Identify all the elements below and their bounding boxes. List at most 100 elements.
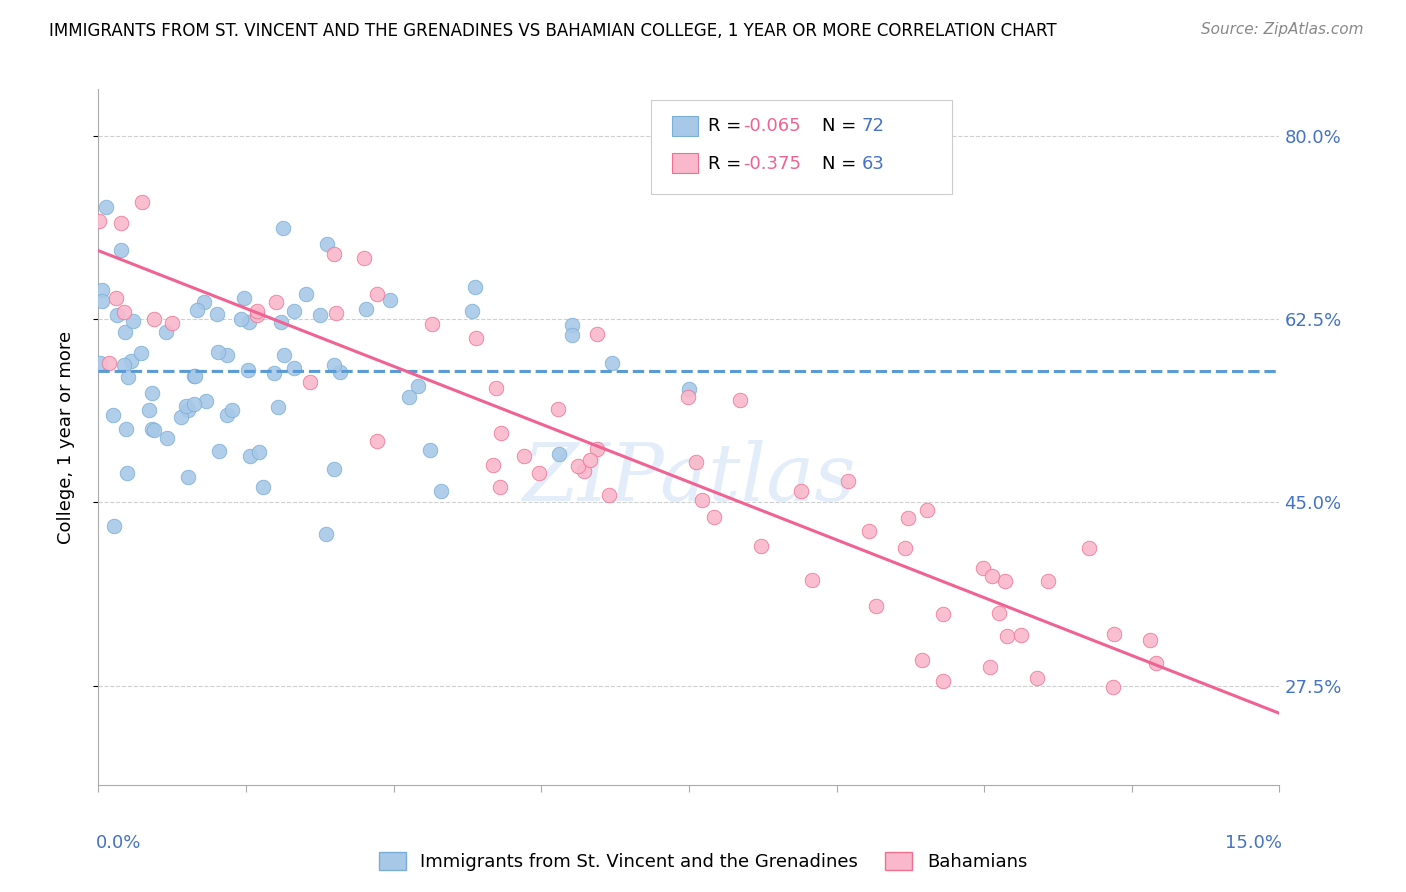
Point xyxy=(489,426,512,441)
Point xyxy=(221,403,243,417)
Point xyxy=(730,392,752,407)
Point xyxy=(174,399,197,413)
Point xyxy=(489,480,512,494)
Point xyxy=(1010,628,1032,642)
Text: N =: N = xyxy=(823,117,862,135)
Point xyxy=(122,314,145,328)
Point xyxy=(194,394,217,409)
Point xyxy=(561,318,583,332)
Point xyxy=(283,361,305,376)
Point xyxy=(325,306,347,320)
Point xyxy=(460,304,482,318)
Y-axis label: College, 1 year or more: College, 1 year or more xyxy=(56,331,75,543)
Point xyxy=(101,409,124,423)
Point xyxy=(246,308,269,322)
Point xyxy=(91,283,114,297)
Point xyxy=(323,359,346,373)
Point xyxy=(378,293,401,308)
Point xyxy=(112,305,135,319)
Point xyxy=(273,348,295,362)
Point xyxy=(703,510,725,524)
Point xyxy=(143,312,166,326)
Point xyxy=(353,251,375,265)
Point xyxy=(87,214,110,228)
Legend: Immigrants from St. Vincent and the Grenadines, Bahamians: Immigrants from St. Vincent and the Gren… xyxy=(371,846,1035,879)
Point xyxy=(169,410,191,425)
Point xyxy=(398,390,420,404)
Point xyxy=(115,466,138,480)
Point xyxy=(94,200,117,214)
Point xyxy=(322,461,344,475)
Point xyxy=(103,519,125,533)
Point xyxy=(266,400,288,414)
Point xyxy=(177,470,200,484)
Point xyxy=(979,660,1001,674)
Point xyxy=(893,541,915,556)
Point xyxy=(1026,671,1049,685)
Point xyxy=(246,304,269,318)
Point xyxy=(837,474,859,488)
Point xyxy=(252,480,274,494)
Point xyxy=(548,447,571,461)
Point xyxy=(114,325,136,339)
Point xyxy=(567,458,589,473)
Point xyxy=(600,356,623,370)
Point xyxy=(309,308,332,322)
Text: 63: 63 xyxy=(862,154,884,173)
Point xyxy=(685,455,707,469)
Point xyxy=(114,358,136,372)
Point xyxy=(120,354,142,368)
Text: -0.375: -0.375 xyxy=(744,154,801,173)
Point xyxy=(155,326,177,340)
Point xyxy=(323,247,346,261)
Point xyxy=(283,304,305,318)
Point xyxy=(115,422,138,436)
Point xyxy=(207,344,229,359)
Point xyxy=(586,327,609,342)
Point xyxy=(105,291,128,305)
Point xyxy=(207,307,229,321)
Point xyxy=(247,445,270,459)
Point xyxy=(981,568,1004,582)
FancyBboxPatch shape xyxy=(672,153,699,173)
Point xyxy=(911,653,934,667)
Point xyxy=(790,483,813,498)
Point xyxy=(131,195,153,210)
Point xyxy=(110,215,132,229)
Point xyxy=(129,345,152,359)
Point xyxy=(89,356,111,370)
Point xyxy=(98,356,121,370)
Point xyxy=(208,443,231,458)
Point xyxy=(1036,574,1059,588)
Point xyxy=(972,560,994,574)
Point xyxy=(598,488,620,502)
Point xyxy=(858,524,880,538)
Point xyxy=(932,607,955,621)
Text: IMMIGRANTS FROM ST. VINCENT AND THE GRENADINES VS BAHAMIAN COLLEGE, 1 YEAR OR MO: IMMIGRANTS FROM ST. VINCENT AND THE GREN… xyxy=(49,22,1057,40)
Point xyxy=(692,492,714,507)
Point xyxy=(184,369,207,384)
Point xyxy=(547,402,569,417)
Point xyxy=(271,221,294,235)
Point xyxy=(298,376,321,390)
Point xyxy=(464,280,486,294)
Point xyxy=(233,291,256,305)
Point xyxy=(186,302,208,317)
Point xyxy=(229,311,252,326)
Point xyxy=(897,511,920,525)
Text: Source: ZipAtlas.com: Source: ZipAtlas.com xyxy=(1201,22,1364,37)
Point xyxy=(1077,541,1099,555)
Point xyxy=(1102,681,1125,695)
Point xyxy=(586,442,609,457)
Point xyxy=(366,287,388,301)
Point xyxy=(143,423,166,437)
Point xyxy=(141,385,163,400)
Point xyxy=(994,574,1017,589)
Point xyxy=(1139,633,1161,648)
Point xyxy=(193,294,215,309)
Point xyxy=(183,397,205,411)
Text: N =: N = xyxy=(823,154,862,173)
Point xyxy=(1144,656,1167,670)
Text: 15.0%: 15.0% xyxy=(1225,834,1282,852)
Point xyxy=(406,379,429,393)
